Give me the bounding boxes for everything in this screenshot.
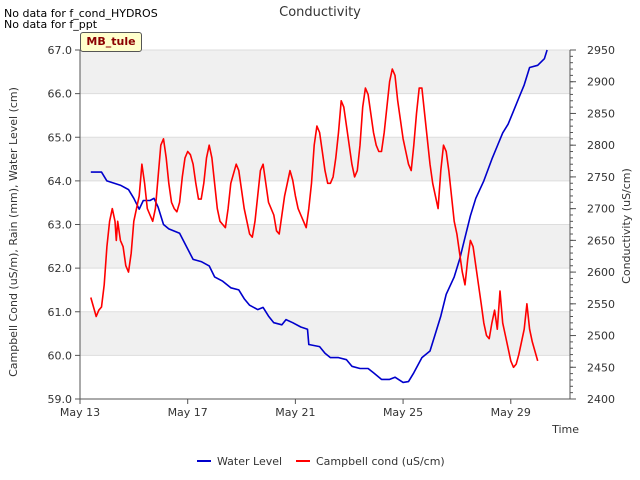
- series-line-water-level: [90, 49, 548, 384]
- y-right-tick-label: 2800: [587, 139, 615, 152]
- y-right-tick-label: 2650: [587, 234, 615, 247]
- y-axis-left-label: Campbell Cond (uS/m), Rain (mm), Water L…: [7, 87, 20, 377]
- series-line-campbell-cond: [90, 68, 539, 369]
- no-data-note-ppt: No data for f_ppt: [4, 18, 98, 31]
- x-tick-label: May 21: [275, 406, 315, 419]
- y-left-tick-label: 64.0: [48, 175, 73, 188]
- x-ticks: May 13 May 17 May 21 May 25 May 29: [60, 399, 531, 419]
- background-band: [80, 311, 570, 356]
- site-badge: MB_tule: [80, 32, 142, 52]
- y-ticks-right: 2400 2450 2500 2550 2600 2650 2700 2750 2800 2850…: [570, 44, 615, 406]
- y-right-tick-label: 2700: [587, 203, 615, 216]
- x-tick-label: May 29: [491, 406, 531, 419]
- background-band: [80, 224, 570, 269]
- y-axis-right-label: Conductivity (uS/cm): [620, 168, 633, 284]
- legend-label-water-level: Water Level: [217, 455, 282, 468]
- legend-label-campbell-cond: Campbell cond (uS/cm): [316, 455, 445, 468]
- y-ticks-left: 59.0 60.0 61.0 62.0 63.0 64.0 65.0 66.0 67.0: [48, 44, 80, 406]
- y-right-tick-label: 2850: [587, 107, 615, 120]
- grid-lines: [80, 49, 570, 400]
- x-axis-label: Time: [551, 423, 579, 436]
- y-left-tick-label: 65.0: [48, 131, 73, 144]
- y-left-tick-label: 66.0: [48, 88, 73, 101]
- legend: Water Level Campbell cond (uS/cm): [197, 455, 445, 468]
- y-left-tick-label: 59.0: [48, 393, 73, 406]
- no-data-note-hydros: No data for f_cond_HYDROS: [4, 7, 158, 20]
- x-tick-label: May 17: [168, 406, 208, 419]
- y-right-tick-label: 2400: [587, 393, 615, 406]
- y-right-tick-label: 2600: [587, 266, 615, 279]
- y-right-tick-label: 2750: [587, 171, 615, 184]
- y-right-tick-label: 2900: [587, 76, 615, 89]
- y-left-tick-label: 67.0: [48, 44, 73, 57]
- y-left-tick-label: 61.0: [48, 306, 73, 319]
- x-tick-label: May 13: [60, 406, 100, 419]
- series-lines: [90, 49, 548, 384]
- y-right-tick-label: 2550: [587, 298, 615, 311]
- y-right-tick-label: 2500: [587, 330, 615, 343]
- y-left-tick-label: 63.0: [48, 219, 73, 232]
- y-right-tick-label: 2950: [587, 44, 615, 57]
- background-bands: [80, 50, 570, 356]
- y-left-tick-label: 60.0: [48, 349, 73, 362]
- y-right-tick-label: 2450: [587, 361, 615, 374]
- chart-title: Conductivity: [279, 5, 361, 20]
- background-band: [80, 50, 570, 94]
- y-left-tick-label: 62.0: [48, 262, 73, 275]
- x-tick-label: May 25: [383, 406, 423, 419]
